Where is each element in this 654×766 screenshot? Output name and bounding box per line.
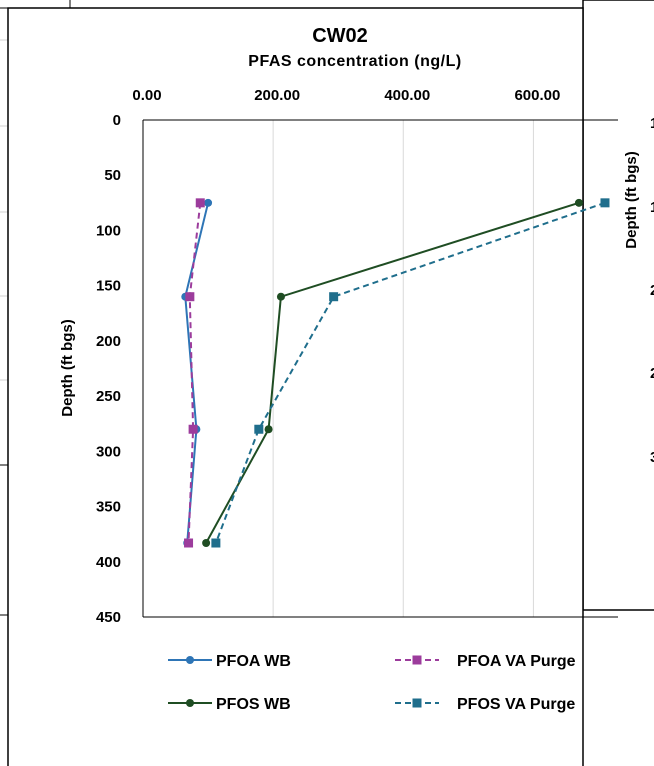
data-point-pfoa-wb	[204, 198, 213, 207]
data-point-pfoa-va-purge	[188, 424, 198, 434]
y-tick-label: 350	[96, 499, 121, 516]
data-point-pfos-va-purge	[329, 292, 339, 302]
chart-title: CW02	[312, 25, 368, 47]
legend-marker-pfos-wb	[186, 699, 194, 707]
background-chart-frame	[582, 0, 654, 611]
series-line-pfoa-va-purge	[187, 202, 202, 544]
series-line-pfos-va-purge	[214, 201, 606, 544]
legend-label-pfos-va-purge: PFOS VA Purge	[457, 696, 575, 713]
y-tick-label: 0	[113, 112, 121, 129]
y-tick-label: 450	[96, 609, 121, 626]
y-tick-label: 50	[104, 167, 121, 184]
data-series	[181, 198, 610, 548]
data-point-pfoa-va-purge	[195, 198, 205, 208]
y-tick-label: 400	[96, 554, 121, 571]
legend-label-pfoa-wb: PFOA WB	[216, 653, 291, 670]
legend-marker-pfoa-wb	[186, 656, 194, 664]
x-tick-label: 200.00	[254, 87, 300, 104]
x-tick-label: 400.00	[384, 87, 430, 104]
data-point-pfos-va-purge	[254, 424, 264, 434]
background-y-axis-label: Depth (ft bgs)	[623, 151, 640, 248]
data-point-pfos-wb	[264, 425, 273, 434]
legend: PFOA WB PFOA VA Purge PFOS WB PFOS VA Purge	[168, 653, 576, 713]
y-tick-label: 100	[96, 222, 121, 239]
legend-label-pfos-wb: PFOS WB	[216, 696, 291, 713]
axes	[142, 119, 618, 618]
background-tick-5: 3	[650, 449, 654, 466]
x-tick-label: 600.00	[514, 87, 560, 104]
data-point-pfoa-va-purge	[185, 292, 195, 302]
legend-marker-pfos-va-purge	[412, 698, 422, 708]
y-tick-label: 200	[96, 333, 121, 350]
data-point-pfos-va-purge	[600, 198, 610, 208]
background-tick-3: 2	[650, 282, 654, 299]
y-tick-label: 300	[96, 443, 121, 460]
y-tick-label: 150	[96, 278, 121, 295]
gridlines	[272, 120, 534, 617]
x-tick-labels: 0.00 200.00 400.00 600.00	[132, 87, 560, 104]
x-tick-label: 0.00	[132, 87, 161, 104]
y-tick-labels: 0 50 100 150 200 250 300 350 400 450	[96, 112, 121, 626]
data-point-pfos-wb	[202, 539, 211, 548]
legend-label-pfoa-va-purge: PFOA VA Purge	[457, 653, 576, 670]
background-tick-2: 1	[650, 199, 654, 216]
data-point-pfos-va-purge	[211, 538, 221, 548]
data-point-pfos-wb	[574, 198, 583, 207]
y-tick-label: 250	[96, 388, 121, 405]
chart-subtitle: PFAS concentration (ng/L)	[248, 53, 461, 70]
data-point-pfos-wb	[276, 292, 285, 301]
background-tick-4: 2	[650, 365, 654, 382]
background-right-chart: Depth (ft bgs) 1 1 2 2 3	[582, 0, 654, 611]
data-point-pfoa-va-purge	[184, 538, 194, 548]
y-axis-label: Depth (ft bgs)	[59, 319, 76, 416]
background-tick-1: 1	[650, 115, 654, 132]
chart-frame	[7, 7, 584, 766]
legend-marker-pfoa-va-purge	[412, 655, 422, 665]
